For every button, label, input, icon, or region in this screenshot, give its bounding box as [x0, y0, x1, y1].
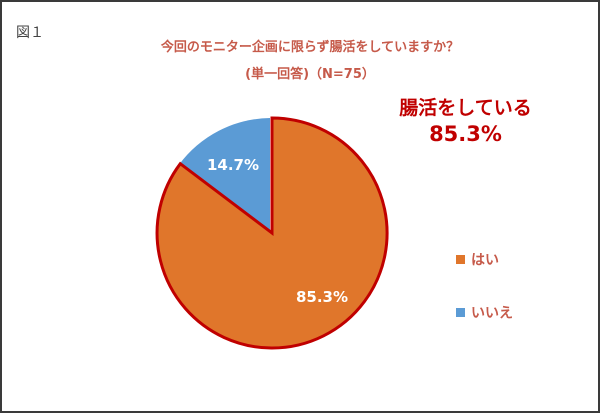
- legend-label-yes: はい: [471, 252, 499, 269]
- callout-text: 腸活をしている: [399, 97, 532, 119]
- slice-label-no: 14.7%: [207, 156, 259, 174]
- legend-item-yes: はい: [456, 249, 499, 270]
- legend-label-no: いいえ: [471, 305, 513, 322]
- slice-label-yes: 85.3%: [296, 288, 348, 306]
- legend-swatch-no: [456, 308, 465, 317]
- legend-item-no: いいえ: [456, 302, 513, 323]
- legend-swatch-yes: [456, 255, 465, 264]
- chart-title: 今回のモニター企画に限らず腸活をしていますか？: [160, 40, 460, 55]
- pie-slice-yes: [155, 116, 389, 350]
- chart-subtitle: (単一回答)（N=75）: [245, 67, 375, 82]
- pie-slice-no: [178, 118, 270, 233]
- callout-value: 85.3%: [429, 122, 502, 146]
- highlight-callout: 腸活をしている 85.3%: [378, 96, 553, 148]
- figure-label: 図１: [16, 25, 44, 41]
